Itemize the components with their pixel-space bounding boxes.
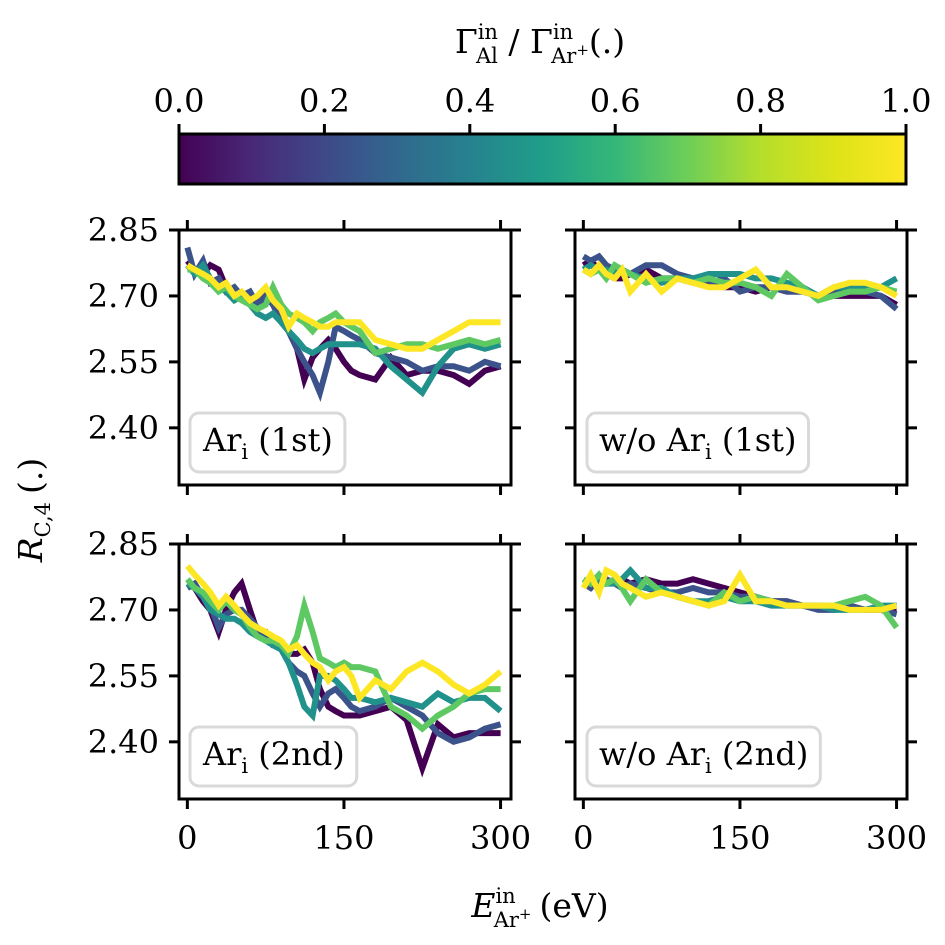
colorbar-tick-label: 0.6 xyxy=(590,82,641,120)
x-tick-label: 0 xyxy=(573,819,593,857)
colorbar-title-sub1: Al xyxy=(475,44,498,68)
legend-label-sub: i xyxy=(241,754,248,778)
legend-box xyxy=(188,411,347,474)
colorbar-title-main1: Γ xyxy=(455,22,478,61)
legend-label: Ari (2nd) xyxy=(202,735,345,778)
legend: w/o Ari (2nd) xyxy=(585,725,822,788)
colorbar-title-sup2: in xyxy=(553,20,573,44)
series-line xyxy=(185,564,503,704)
panel-bottom-right: 0 150 300 w/o Ari (2nd) xyxy=(565,534,927,857)
legend-label-suffix: (1st) xyxy=(248,421,333,459)
colorbar-title: Γin Al / Γin Ar+(.) xyxy=(455,20,625,68)
x-axis-title-main: E xyxy=(470,886,495,925)
y-tick-label: 2.55 xyxy=(88,343,159,381)
legend-label-suffix: (2nd) xyxy=(712,735,809,773)
legend-label-main: w/o Ar xyxy=(599,421,706,459)
series-line xyxy=(185,581,503,722)
x-axis-title-sub-sup: + xyxy=(519,905,532,923)
colorbar-title-sep: / xyxy=(498,22,530,61)
colorbar-title-sub2-sup: + xyxy=(576,41,589,59)
legend-label: Ari (1st) xyxy=(202,421,333,464)
y-tick-label: 2.70 xyxy=(88,277,159,315)
x-tick-label: 300 xyxy=(866,819,927,857)
x-axis-title-sup: in xyxy=(495,884,515,908)
y-tick-label: 2.55 xyxy=(88,657,159,695)
colorbar-tick-label: 1.0 xyxy=(881,82,932,120)
legend: Ari (1st) xyxy=(188,411,347,474)
colorbar-gradient xyxy=(177,132,908,186)
legend-label-sub: i xyxy=(241,440,248,464)
colorbar-tick-label: 0.8 xyxy=(735,82,786,120)
series-line xyxy=(581,261,898,304)
x-axis-title: Ein Ar+ (eV) xyxy=(470,884,608,932)
panel-bottom-left: 2.40 2.55 2.70 2.85 0 150 300 Ari (2nd) xyxy=(88,525,531,857)
series-line xyxy=(187,266,502,357)
colorbar-tick-label: 0.2 xyxy=(299,82,350,120)
series-line xyxy=(185,579,502,746)
x-axis-title-sub: Ar xyxy=(493,908,520,932)
panel-top-right: w/o Ari (1st) xyxy=(565,220,917,495)
legend-label: w/o Ari (1st) xyxy=(599,421,797,464)
y-tick-label: 2.40 xyxy=(88,723,159,761)
legend-label: w/o Ari (2nd) xyxy=(599,735,808,778)
y-tick-label: 2.70 xyxy=(88,591,159,629)
y-tick-label: 2.85 xyxy=(88,525,159,563)
colorbar-title-sup1: in xyxy=(478,20,498,44)
colorbar-title-main2: Γ xyxy=(530,22,553,61)
legend-label-main: Ar xyxy=(202,421,242,459)
colorbar: 0.0 0.2 0.4 0.6 0.8 1.0 xyxy=(154,82,932,186)
y-axis-title: RC,4 (.) xyxy=(11,458,55,563)
series-line xyxy=(185,260,502,398)
x-axis-title-unit: (eV) xyxy=(540,886,609,925)
series-line xyxy=(581,260,899,300)
panel-top-left: 2.40 2.55 2.70 2.85 Ari (1st) xyxy=(88,211,521,495)
x-tick-label: 150 xyxy=(313,819,374,857)
legend-box xyxy=(188,725,359,788)
y-tick-label: 2.85 xyxy=(88,211,159,249)
x-tick-label: 300 xyxy=(470,819,531,857)
series-group xyxy=(580,565,900,630)
colorbar-tick-label: 0.0 xyxy=(154,82,205,120)
y-tick-label: 2.40 xyxy=(88,409,159,447)
y-axis-title-main: R xyxy=(11,537,50,563)
y-axis-title-sub: C,4 xyxy=(31,502,55,537)
x-tick-label: 150 xyxy=(709,819,770,857)
legend-box xyxy=(585,725,822,788)
legend-label-sub: i xyxy=(705,440,712,464)
legend-label-suffix: (1st) xyxy=(712,421,797,459)
series-line xyxy=(580,566,898,613)
x-tick-label: 0 xyxy=(177,819,197,857)
colorbar-title-unit: (.) xyxy=(589,22,625,61)
legend: Ari (2nd) xyxy=(188,725,359,788)
legend-label-main: w/o Ar xyxy=(599,735,706,773)
legend-box xyxy=(585,411,811,474)
colorbar-tick-label: 0.4 xyxy=(444,82,495,120)
series-group xyxy=(581,252,899,312)
y-axis-title-unit: (.) xyxy=(11,458,50,494)
legend-label-sub: i xyxy=(705,754,712,778)
legend-label-main: Ar xyxy=(202,735,242,773)
series-line xyxy=(185,262,501,352)
legend-label-suffix: (2nd) xyxy=(248,735,345,773)
series-group xyxy=(184,246,502,402)
series-group xyxy=(185,564,503,778)
series-line xyxy=(185,577,501,733)
legend: w/o Ari (1st) xyxy=(585,411,811,474)
colorbar-title-sub2: Ar xyxy=(550,44,577,68)
